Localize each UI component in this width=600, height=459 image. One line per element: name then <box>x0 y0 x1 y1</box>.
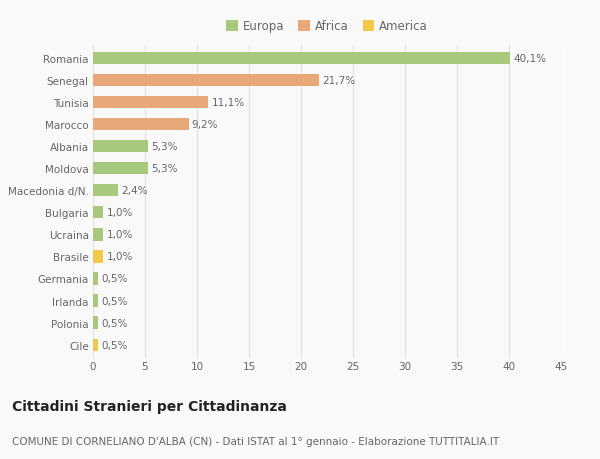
Text: Cittadini Stranieri per Cittadinanza: Cittadini Stranieri per Cittadinanza <box>12 399 287 413</box>
Bar <box>93 141 148 153</box>
Text: 0,5%: 0,5% <box>101 274 128 284</box>
Text: 0,5%: 0,5% <box>101 296 128 306</box>
Bar <box>93 273 98 285</box>
Bar <box>93 185 118 197</box>
Text: 2,4%: 2,4% <box>121 186 148 196</box>
Bar <box>93 97 208 109</box>
Text: 21,7%: 21,7% <box>322 76 355 86</box>
Text: 40,1%: 40,1% <box>513 54 546 64</box>
Bar <box>93 53 510 65</box>
Bar <box>93 75 319 87</box>
Bar <box>93 163 148 175</box>
Legend: Europa, Africa, America: Europa, Africa, America <box>223 17 431 37</box>
Bar <box>93 317 98 329</box>
Text: 0,5%: 0,5% <box>101 340 128 350</box>
Bar <box>93 339 98 351</box>
Bar <box>93 229 103 241</box>
Text: 5,3%: 5,3% <box>151 142 178 152</box>
Bar <box>93 295 98 307</box>
Bar <box>93 207 103 219</box>
Text: 0,5%: 0,5% <box>101 318 128 328</box>
Text: 1,0%: 1,0% <box>107 208 133 218</box>
Text: 1,0%: 1,0% <box>107 230 133 240</box>
Text: COMUNE DI CORNELIANO D'ALBA (CN) - Dati ISTAT al 1° gennaio - Elaborazione TUTTI: COMUNE DI CORNELIANO D'ALBA (CN) - Dati … <box>12 436 499 446</box>
Text: 1,0%: 1,0% <box>107 252 133 262</box>
Bar <box>93 119 188 131</box>
Text: 11,1%: 11,1% <box>212 98 245 108</box>
Text: 5,3%: 5,3% <box>151 164 178 174</box>
Text: 9,2%: 9,2% <box>192 120 218 130</box>
Bar <box>93 251 103 263</box>
